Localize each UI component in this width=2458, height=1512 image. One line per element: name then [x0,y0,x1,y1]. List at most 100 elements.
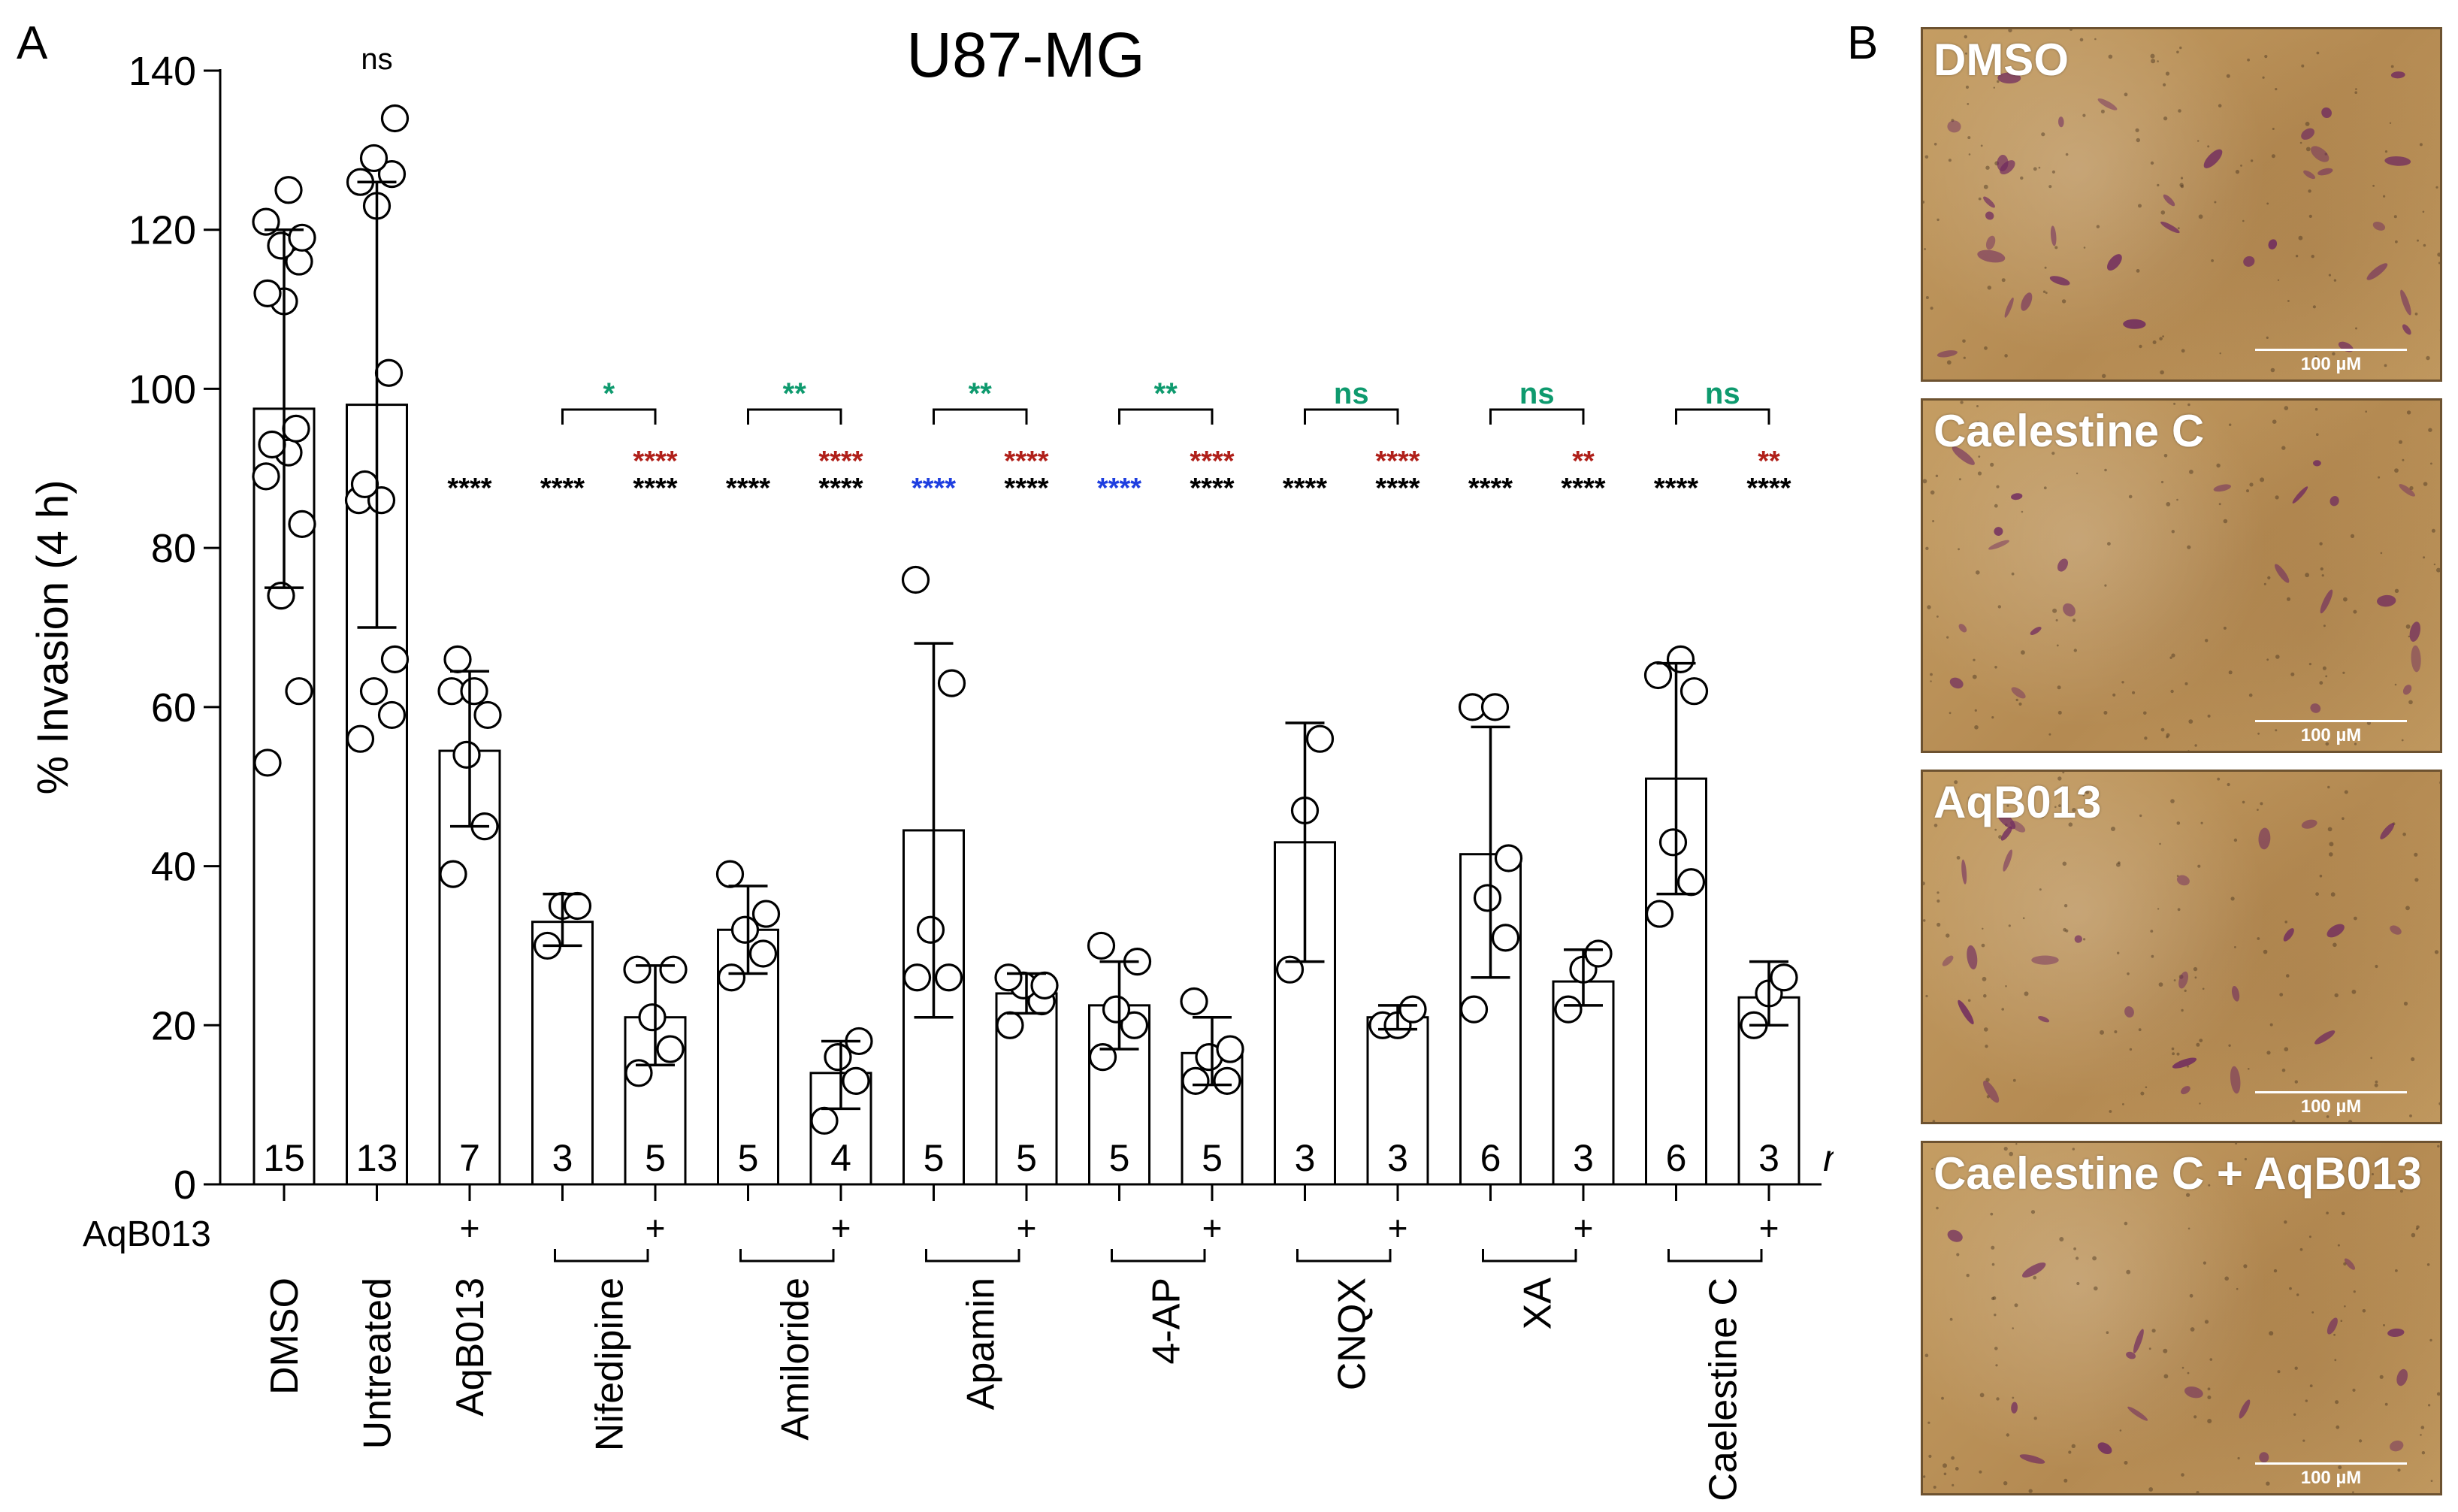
membrane-pore [2038,166,2041,169]
membrane-pore [2414,852,2418,857]
membrane-pore [2051,452,2055,455]
micrograph-label: Caelestine C + AqB013 [1933,1148,2422,1199]
significance-vs-dmso: **** [726,473,770,504]
membrane-pore [2055,618,2058,621]
membrane-pore [2240,165,2242,167]
membrane-pore [2127,972,2130,975]
n-label: 4 [830,1137,851,1179]
membrane-pore [2186,1193,2190,1197]
membrane-pore [2062,772,2065,774]
membrane-pore [2058,804,2061,807]
n-label: 3 [1758,1137,1779,1179]
membrane-pore [2219,352,2221,355]
membrane-pore [2072,618,2076,622]
membrane-pore [2408,700,2413,705]
membrane-pore [2353,1290,2356,1293]
membrane-pore [1984,346,1988,350]
membrane-pore [2157,183,2160,187]
membrane-pore [2235,1143,2238,1145]
stained-cell [1983,196,1995,208]
membrane-pore [1965,85,1970,89]
membrane-pore [2009,1151,2013,1157]
stained-cell [2380,823,2395,839]
membrane-pore [2324,153,2328,156]
cell-texture [1923,401,2440,751]
membrane-pore [2122,1103,2124,1105]
membrane-pore [1968,796,1973,800]
membrane-pore [1992,1296,1997,1300]
stained-cell [1988,540,2009,550]
significance-vs-aqb013: **** [818,446,863,477]
data-point [1679,677,1709,706]
data-point [1491,924,1520,952]
membrane-pore [2124,1221,2128,1226]
membrane-pore [1980,144,1983,147]
data-point [380,104,410,133]
stained-cell [1985,211,1994,220]
data-point [1275,955,1305,984]
membrane-pore [1946,360,1952,365]
data-point [267,582,295,610]
stained-cell [2106,254,2122,271]
membrane-pore [2430,462,2432,465]
significance-vs-dmso: **** [633,473,677,504]
membrane-pore [1997,80,2000,83]
membrane-pore [2008,29,2012,33]
stained-cell [2258,827,2271,850]
membrane-pore [1923,1475,1926,1478]
y-tick-label: 100 [128,367,196,412]
membrane-pore [2242,800,2245,804]
membrane-pore [2394,588,2399,593]
membrane-pore [1933,824,1938,827]
n-label: 3 [552,1137,573,1179]
pair-significance: ns [1519,377,1555,410]
data-point [258,430,286,459]
stained-cell [2000,826,2012,841]
membrane-pore [1923,919,1926,922]
membrane-pore [2174,436,2178,440]
membrane-pore [1946,933,1950,938]
micrograph-label: Caelestine C [1933,406,2205,456]
membrane-pore [2057,685,2061,690]
membrane-pore [2419,143,2423,147]
membrane-pore [1991,1245,1995,1250]
membrane-pore [2181,1366,2184,1369]
membrane-pore [1931,1167,1933,1170]
membrane-pore [1949,1317,1953,1321]
data-point [359,677,389,706]
membrane-pore [2033,167,2037,171]
membrane-pore [2052,608,2057,613]
membrane-pore [2408,635,2410,638]
membrane-pore [2117,951,2120,954]
membrane-pore [2329,842,2334,847]
error-bars [265,180,1788,1111]
n-label: 6 [1666,1137,1687,1179]
membrane-pore [2431,528,2435,533]
stained-cell [2268,239,2278,249]
stained-cell [2283,928,2294,942]
bar [252,407,316,1186]
membrane-pore [2375,964,2378,969]
stained-cell [2050,225,2057,246]
stained-cell [2097,1442,2112,1455]
data-point [1180,987,1208,1016]
membrane-pore [2430,1480,2433,1482]
membrane-pore [2021,650,2025,655]
stained-cell [2057,116,2064,128]
data-point [901,565,930,594]
stained-cell [1961,859,1967,885]
membrane-pore [2284,1220,2287,1224]
membrane-pore [2157,1121,2158,1122]
category-label: 4-AP [1144,1278,1188,1365]
data-point [717,963,746,992]
data-point [374,358,404,387]
data-point [377,160,407,189]
membrane-pore [2320,567,2323,571]
stained-cell [2390,1440,2404,1452]
pair-significance: * [603,377,615,410]
membrane-pore [2399,440,2402,444]
membrane-pore [2322,666,2326,670]
membrane-pore [2228,1044,2231,1047]
membrane-pore [2076,1256,2079,1260]
membrane-pore [2150,930,2154,933]
